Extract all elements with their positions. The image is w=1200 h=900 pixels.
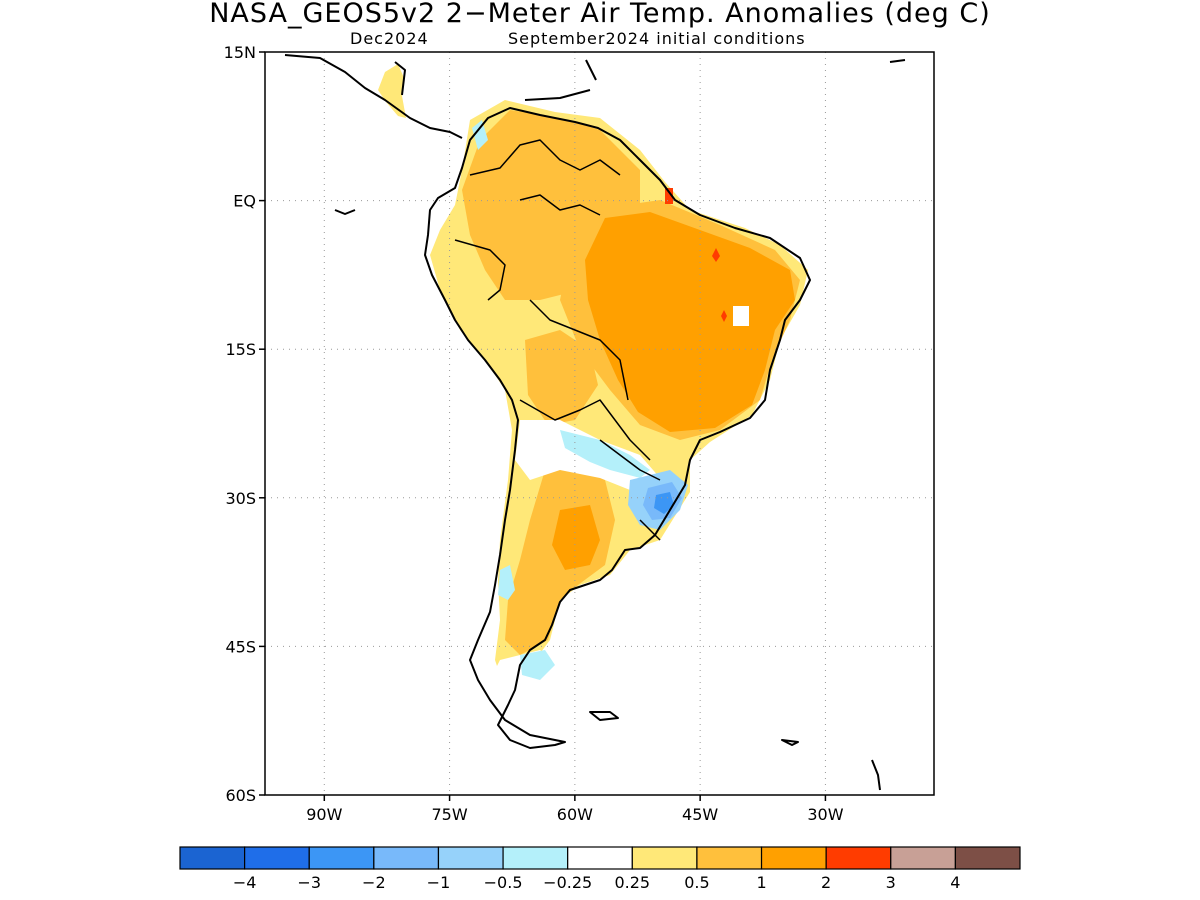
colorbar-label: −0.5 <box>484 873 523 892</box>
colorbar-swatch <box>567 846 633 870</box>
lat-tick-label: 30S <box>225 489 256 508</box>
colorbar-swatch <box>437 846 504 870</box>
cool-anomaly-andes <box>498 565 515 600</box>
hot-spot-east <box>721 310 727 322</box>
cool-anomaly-patagonia <box>520 650 555 680</box>
brazil-deep-orange-anomaly-core <box>585 212 795 432</box>
lon-tick-label: 45W <box>682 805 718 824</box>
colorbar-label: −2 <box>362 873 386 892</box>
colorbar-label: 0.5 <box>684 873 709 892</box>
colorbar-label: −4 <box>233 873 257 892</box>
colorbar-label: 3 <box>886 873 896 892</box>
map-title: NASA_GEOS5v2 2−Meter Air Temp. Anomalies… <box>209 0 991 29</box>
lat-tick-label: 60S <box>225 786 256 805</box>
colorbar-label: −1 <box>427 873 451 892</box>
coastline-layer <box>284 54 906 791</box>
south-georgia <box>781 739 799 746</box>
colorbar-label: 4 <box>950 873 960 892</box>
colorbar-swatch <box>631 846 698 870</box>
hot-spot-marajo <box>665 188 673 204</box>
bolivia-orange-anomaly-region <box>525 330 598 425</box>
initial-conditions-label: September2024 initial conditions <box>508 29 806 48</box>
lon-tick-label: 75W <box>431 805 467 824</box>
cool-anomaly-chaco <box>560 430 650 478</box>
hot-spot-interior <box>712 248 720 262</box>
lat-tick-label: 45S <box>225 637 256 656</box>
colorbar-swatch <box>502 846 569 870</box>
colorbar-label: −0.25 <box>543 873 592 892</box>
colorbar-swatch <box>825 846 892 870</box>
colorbar-swatch <box>373 846 440 870</box>
colorbar-swatch <box>308 846 375 870</box>
cool-anomaly-colombia <box>472 120 488 150</box>
colorbar-swatch <box>760 846 827 870</box>
colorbar-swatch <box>890 846 956 870</box>
near-zero-patch-brazil <box>733 306 749 326</box>
anomaly-field-layer <box>378 64 808 720</box>
south-sandwich-islands <box>871 759 881 791</box>
colorbar-label: 0.25 <box>614 873 650 892</box>
falkland-islands <box>589 711 619 721</box>
colorbar-swatch <box>696 846 763 870</box>
cool-anomaly-darkcore <box>654 492 674 514</box>
colorbar-label: 2 <box>821 873 831 892</box>
lat-tick-label: EQ <box>233 192 256 211</box>
map-frame <box>264 51 935 796</box>
country-borders <box>454 139 661 541</box>
central-america-coastline <box>284 54 463 139</box>
colorbar-swatch <box>244 846 310 870</box>
colorbar-swatch <box>954 846 1021 870</box>
colorbar-label: −3 <box>297 873 321 892</box>
argentina-deep-orange-anomaly-core <box>552 505 600 570</box>
colorbar-swatch <box>179 846 246 870</box>
cuba-caribbean-islands <box>524 59 906 101</box>
forecast-month: Dec2024 <box>350 29 429 48</box>
lon-tick-label: 60W <box>557 805 593 824</box>
central-america-anomaly-patch <box>378 64 406 118</box>
lon-tick-label: 90W <box>306 805 342 824</box>
latitude-axis: 15N EQ 15S 30S 45S 60S <box>224 43 265 805</box>
south-america-coastline <box>424 107 811 749</box>
lon-tick-label: 30W <box>807 805 843 824</box>
colorbar: −4 −3 −2 −1 −0.5 −0.25 0.25 0.5 1 2 3 4 <box>179 846 1021 892</box>
lat-tick-label: 15S <box>225 340 256 359</box>
galapagos-islands <box>334 209 356 215</box>
longitude-axis: 90W 75W 60W 45W 30W <box>306 795 844 824</box>
colorbar-label: 1 <box>756 873 766 892</box>
lat-tick-label: 15N <box>224 43 256 62</box>
